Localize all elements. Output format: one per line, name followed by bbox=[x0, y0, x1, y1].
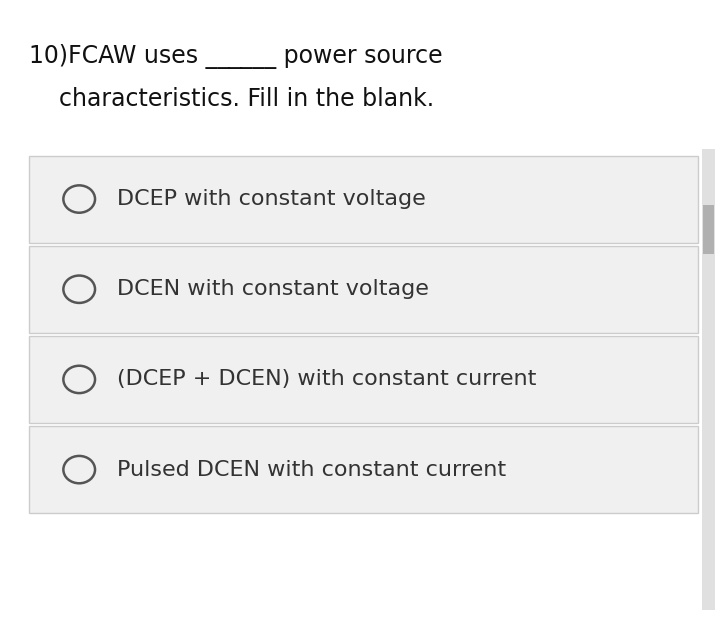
Text: characteristics. Fill in the blank.: characteristics. Fill in the blank. bbox=[29, 87, 434, 111]
FancyBboxPatch shape bbox=[29, 426, 698, 513]
FancyBboxPatch shape bbox=[29, 156, 698, 243]
Circle shape bbox=[63, 456, 95, 483]
Text: (DCEP + DCEN) with constant current: (DCEP + DCEN) with constant current bbox=[117, 369, 536, 389]
Text: Pulsed DCEN with constant current: Pulsed DCEN with constant current bbox=[117, 460, 505, 480]
Text: DCEN with constant voltage: DCEN with constant voltage bbox=[117, 279, 428, 299]
FancyBboxPatch shape bbox=[703, 205, 714, 254]
FancyBboxPatch shape bbox=[29, 336, 698, 423]
Text: 10)FCAW uses ______ power source: 10)FCAW uses ______ power source bbox=[29, 44, 442, 68]
Circle shape bbox=[63, 366, 95, 393]
Circle shape bbox=[63, 185, 95, 213]
Text: DCEP with constant voltage: DCEP with constant voltage bbox=[117, 189, 426, 209]
FancyBboxPatch shape bbox=[29, 246, 698, 333]
Circle shape bbox=[63, 276, 95, 303]
FancyBboxPatch shape bbox=[702, 149, 715, 610]
